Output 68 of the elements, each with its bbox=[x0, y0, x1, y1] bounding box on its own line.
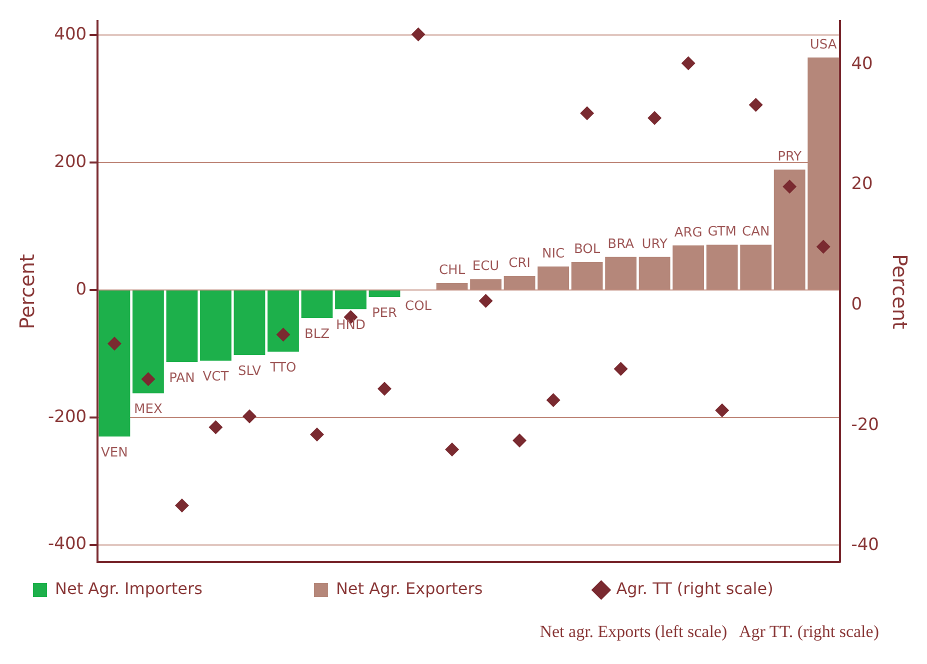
point bbox=[411, 27, 426, 42]
y2-tick-label: -40 bbox=[851, 535, 880, 556]
point bbox=[478, 294, 493, 308]
x-tick-label: CHL bbox=[438, 262, 466, 278]
legend-label: Net Agr. Importers bbox=[55, 579, 294, 598]
x-tick-label: ARG bbox=[674, 225, 702, 240]
point bbox=[378, 382, 392, 396]
point bbox=[748, 98, 763, 112]
legend-label: Agr. TT (right scale) bbox=[616, 579, 865, 598]
bar bbox=[132, 290, 164, 394]
point bbox=[546, 393, 560, 408]
point bbox=[445, 442, 460, 457]
y-tick-label: 400 bbox=[54, 24, 87, 45]
y-tick-label: 200 bbox=[54, 152, 87, 172]
x-tick-label: VEN bbox=[101, 445, 128, 460]
x-tick-label: CAN bbox=[742, 224, 770, 240]
point bbox=[614, 362, 628, 376]
legend-label: Net Agr. Exporters bbox=[336, 579, 574, 598]
x-tick-label: VCT bbox=[202, 370, 229, 385]
point bbox=[310, 427, 324, 442]
x-tick-label: PRY bbox=[778, 149, 802, 164]
x-tick-label: BRA bbox=[608, 236, 634, 252]
x-tick-label: TTO bbox=[269, 360, 296, 376]
x-tick-label: PER bbox=[372, 306, 398, 321]
point bbox=[782, 180, 797, 194]
point bbox=[208, 420, 223, 434]
x-tick-label: BLZ bbox=[304, 326, 330, 342]
point bbox=[681, 56, 696, 70]
bar bbox=[268, 290, 299, 352]
point bbox=[715, 403, 730, 418]
x-tick-label: SLV bbox=[238, 364, 262, 379]
point bbox=[107, 336, 122, 351]
y-tick-label: -400 bbox=[48, 534, 87, 554]
y-tick-label: 0 bbox=[76, 279, 87, 300]
x-tick-label: ECU bbox=[472, 259, 500, 274]
x-tick-label: CRI bbox=[508, 256, 531, 271]
point bbox=[242, 409, 256, 424]
point bbox=[512, 433, 527, 448]
bar bbox=[200, 290, 232, 361]
bar bbox=[368, 290, 400, 298]
x-tick-label: GTM bbox=[708, 224, 736, 240]
bar bbox=[98, 290, 130, 437]
y-tick-label: -200 bbox=[48, 406, 87, 427]
bar bbox=[234, 290, 266, 355]
point bbox=[174, 498, 189, 512]
point bbox=[580, 106, 594, 120]
y2-tick-label: 0 bbox=[851, 294, 862, 315]
y-axis-title: Percent bbox=[15, 254, 40, 330]
bar bbox=[166, 290, 198, 362]
point bbox=[276, 328, 290, 342]
x-tick-label: USA bbox=[810, 37, 837, 52]
x-tick-label: COL bbox=[404, 298, 432, 314]
text: Net agr. Exports (left scale) Agr TT. (right scale) bbox=[538, 622, 880, 642]
y2-axis-title: Percent bbox=[888, 254, 912, 330]
x-tick-label: NIC bbox=[542, 246, 565, 262]
bar bbox=[301, 290, 333, 318]
x-tick-label: HND bbox=[336, 318, 366, 333]
bar bbox=[335, 290, 366, 310]
x-tick-label: BOL bbox=[574, 242, 601, 257]
x-tick-label: PAN bbox=[169, 370, 195, 386]
y2-tick-label: -20 bbox=[851, 414, 880, 435]
y2-tick-label: 40 bbox=[851, 54, 873, 74]
point bbox=[816, 240, 830, 254]
x-tick-label: MEX bbox=[134, 402, 162, 418]
point bbox=[648, 111, 662, 126]
y2-tick-label: 20 bbox=[851, 174, 873, 194]
x-tick-label: URY bbox=[642, 236, 668, 252]
point bbox=[141, 372, 156, 386]
